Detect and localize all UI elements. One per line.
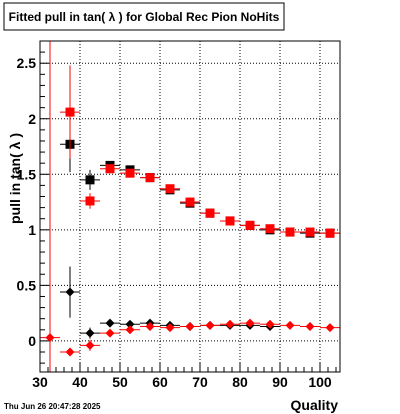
data-point-diamond <box>125 319 135 329</box>
data-point-diamond <box>325 323 335 333</box>
data-point-diamond <box>145 321 155 331</box>
series-3 <box>40 318 340 357</box>
data-point-square <box>305 227 315 237</box>
data-point-square <box>205 208 215 218</box>
data-point-diamond <box>285 320 295 330</box>
x-tick-label: 60 <box>152 374 168 390</box>
data-point-square <box>285 227 295 237</box>
data-point-square <box>125 168 135 178</box>
data-point-square <box>145 173 155 183</box>
y-tick-label: 1 <box>28 222 36 238</box>
x-tick-label: 50 <box>112 374 128 390</box>
data-point-diamond <box>185 321 195 331</box>
data-point-diamond <box>165 323 175 333</box>
data-point-diamond <box>65 287 75 297</box>
data-point-square <box>105 164 115 174</box>
data-point-square <box>225 216 235 226</box>
x-tick-label: 80 <box>232 374 248 390</box>
data-point-square <box>325 228 335 238</box>
data-point-square <box>165 184 175 194</box>
data-point-square <box>185 197 195 207</box>
plot-frame <box>39 40 341 373</box>
y-tick-label: 2 <box>28 111 36 127</box>
data-point-diamond <box>85 340 95 350</box>
y-axis-label: pull in tan( λ ) <box>7 133 23 224</box>
data-point-square <box>85 196 95 206</box>
data-point-square <box>245 220 255 230</box>
x-tick-label: 70 <box>192 374 208 390</box>
data-point-square <box>65 107 75 117</box>
y-tick-label: 2.5 <box>17 55 37 71</box>
data-point-diamond <box>265 319 275 329</box>
x-tick-label: 40 <box>72 374 88 390</box>
y-tick-label: 1.5 <box>17 166 37 182</box>
y-tick-label: 0 <box>28 333 36 349</box>
data-point-diamond <box>225 319 235 329</box>
data-points <box>40 65 340 357</box>
data-point-square <box>265 224 275 234</box>
x-axis-label: Quality <box>291 397 339 413</box>
x-tick-label: 100 <box>308 374 332 390</box>
y-tick-label: 0.5 <box>17 277 37 293</box>
data-point-square <box>85 175 95 185</box>
data-point-diamond <box>105 318 115 328</box>
x-tick-label: 90 <box>272 374 288 390</box>
data-point-diamond <box>245 318 255 328</box>
chart-title: Fitted pull in tan( λ ) for Global Rec P… <box>9 10 280 24</box>
data-point-diamond <box>65 347 75 357</box>
data-point-diamond <box>205 320 215 330</box>
axes: 30 40 50 60 70 80 90 100 0 0.5 1 1.5 2 2.5 <box>17 40 337 390</box>
chart-title-box: Fitted pull in tan( λ ) for Global Rec P… <box>3 2 285 31</box>
data-point-diamond <box>45 333 55 343</box>
data-point-diamond <box>305 321 315 331</box>
timestamp: Thu Jun 26 20:47:28 2025 <box>4 402 101 411</box>
data-point-diamond <box>85 328 95 338</box>
data-point-diamond <box>125 325 135 335</box>
data-point-diamond <box>105 328 115 338</box>
x-tick-label: 30 <box>32 374 48 390</box>
series-1 <box>60 65 340 238</box>
